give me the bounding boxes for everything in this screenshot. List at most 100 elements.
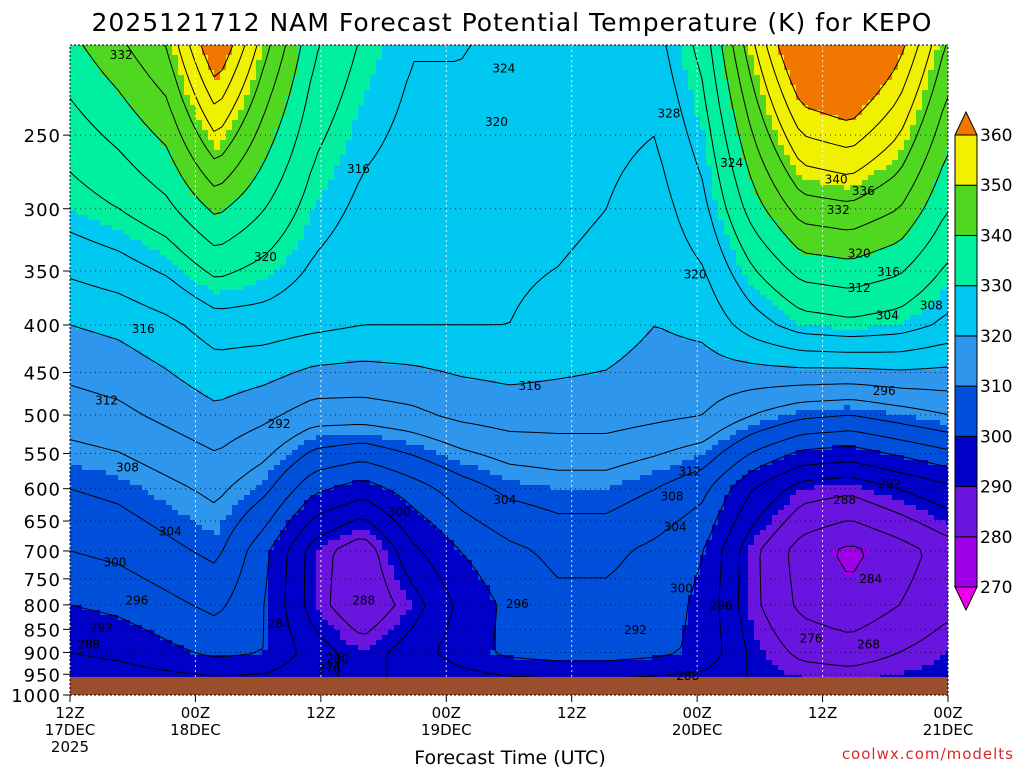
field-cell — [118, 590, 125, 596]
field-cell — [94, 460, 101, 466]
field-cell — [70, 495, 77, 501]
field-cell — [208, 535, 215, 541]
field-cell — [118, 50, 125, 56]
field-cell — [274, 360, 281, 366]
field-cell — [112, 335, 119, 341]
field-cell — [154, 210, 161, 216]
field-cell — [70, 390, 77, 396]
field-cell — [196, 300, 203, 306]
field-cell — [238, 210, 245, 216]
field-cell — [94, 455, 101, 461]
field-cell — [112, 575, 119, 581]
field-cell — [244, 450, 251, 456]
field-cell — [292, 440, 299, 446]
field-cell — [172, 515, 179, 521]
field-cell — [214, 635, 221, 641]
field-cell — [274, 630, 281, 636]
field-cell — [82, 125, 89, 131]
field-cell — [166, 185, 173, 191]
field-cell — [178, 490, 185, 496]
field-cell — [196, 130, 203, 136]
field-cell — [88, 630, 95, 636]
field-cell — [142, 660, 149, 666]
field-cell — [160, 280, 167, 286]
field-cell — [70, 55, 77, 61]
field-cell — [232, 105, 239, 111]
field-cell — [220, 265, 227, 271]
field-cell — [88, 615, 95, 621]
field-cell — [118, 275, 125, 281]
field-cell — [202, 260, 209, 266]
field-cell — [142, 385, 149, 391]
field-cell — [70, 550, 77, 556]
field-cell — [220, 595, 227, 601]
field-cell — [136, 345, 143, 351]
field-cell — [130, 250, 137, 256]
field-cell — [256, 635, 263, 641]
field-cell — [100, 100, 107, 106]
field-cell — [76, 415, 83, 421]
field-cell — [130, 75, 137, 81]
field-cell — [238, 315, 245, 321]
field-cell — [160, 320, 167, 326]
field-cell — [190, 515, 197, 521]
field-cell — [154, 550, 161, 556]
field-cell — [124, 125, 131, 131]
field-cell — [172, 210, 179, 216]
field-cell — [244, 75, 251, 81]
field-cell — [106, 620, 113, 626]
field-cell — [298, 140, 305, 146]
field-cell — [106, 500, 113, 506]
field-cell — [142, 235, 149, 241]
field-cell — [262, 405, 269, 411]
field-cell — [184, 510, 191, 516]
field-cell — [232, 635, 239, 641]
field-cell — [268, 425, 275, 431]
field-cell — [118, 80, 125, 86]
field-cell — [286, 235, 293, 241]
field-cell — [214, 110, 221, 116]
field-cell — [136, 645, 143, 651]
field-cell — [142, 440, 149, 446]
field-cell — [292, 550, 299, 556]
field-cell — [100, 175, 107, 181]
field-cell — [292, 130, 299, 136]
field-cell — [184, 260, 191, 266]
field-cell — [268, 635, 275, 641]
field-cell — [268, 670, 275, 676]
field-cell — [196, 135, 203, 141]
field-cell — [250, 365, 257, 371]
field-cell — [256, 405, 263, 411]
field-cell — [202, 225, 209, 231]
field-cell — [232, 665, 239, 671]
field-cell — [190, 195, 197, 201]
field-cell — [250, 195, 257, 201]
field-cell — [70, 235, 77, 241]
field-cell — [220, 100, 227, 106]
field-cell — [208, 380, 215, 386]
field-cell — [82, 555, 89, 561]
field-cell — [238, 170, 245, 176]
field-cell — [238, 265, 245, 271]
field-cell — [160, 425, 167, 431]
field-cell — [94, 530, 101, 536]
field-cell — [244, 455, 251, 461]
field-cell — [124, 495, 131, 501]
field-cell — [190, 460, 197, 466]
field-cell — [238, 70, 245, 76]
field-cell — [226, 365, 233, 371]
field-cell — [226, 405, 233, 411]
field-cell — [268, 280, 275, 286]
field-cell — [250, 205, 257, 211]
field-cell — [262, 380, 269, 386]
field-cell — [184, 445, 191, 451]
field-cell — [268, 60, 275, 66]
field-cell — [154, 240, 161, 246]
field-cell — [202, 485, 209, 491]
field-cell — [94, 665, 101, 671]
field-cell — [172, 245, 179, 251]
field-cell — [124, 530, 131, 536]
field-cell — [88, 135, 95, 141]
field-cell — [214, 470, 221, 476]
field-cell — [100, 205, 107, 211]
